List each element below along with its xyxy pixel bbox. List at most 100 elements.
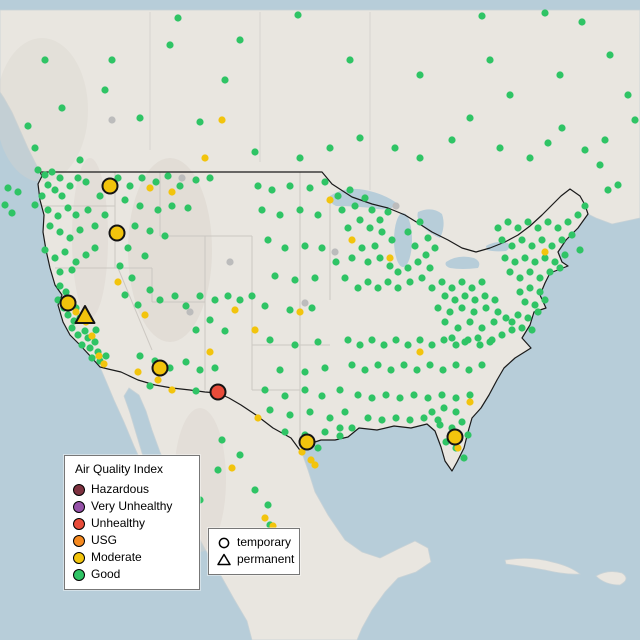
station-dot-good[interactable] — [121, 196, 129, 204]
station-dot-good[interactable] — [192, 176, 200, 184]
station-dot-good[interactable] — [236, 451, 244, 459]
station-dot-moderate[interactable] — [269, 522, 277, 530]
station-dot-good[interactable] — [531, 301, 539, 309]
station-dot-good[interactable] — [268, 186, 276, 194]
station-dot-good[interactable] — [341, 274, 349, 282]
station-dot-moderate[interactable] — [154, 376, 162, 384]
station-dot-good[interactable] — [544, 218, 552, 226]
station-dot-good[interactable] — [494, 224, 502, 232]
station-dot-good[interactable] — [541, 254, 549, 262]
station-dot-good[interactable] — [136, 114, 144, 122]
station-dot-good[interactable] — [466, 114, 474, 122]
station-dot-good[interactable] — [266, 406, 274, 414]
station-dot-good[interactable] — [614, 181, 622, 189]
station-dot-good[interactable] — [606, 51, 614, 59]
station-dot-good[interactable] — [354, 391, 362, 399]
station-dot-good[interactable] — [336, 386, 344, 394]
station-dot-good[interactable] — [196, 366, 204, 374]
station-dot-good[interactable] — [478, 278, 486, 286]
station-dot-good[interactable] — [248, 292, 256, 300]
station-dot-good[interactable] — [448, 284, 456, 292]
station-dot-good[interactable] — [168, 202, 176, 210]
station-dot-good[interactable] — [574, 211, 582, 219]
station-dot-good[interactable] — [394, 268, 402, 276]
station-dot-good[interactable] — [380, 341, 388, 349]
highlighted-permanent-marker[interactable] — [74, 305, 96, 324]
station-dot-good[interactable] — [48, 168, 56, 176]
station-dot-moderate[interactable] — [141, 311, 149, 319]
station-dot-good[interactable] — [502, 314, 510, 322]
station-dot-good[interactable] — [440, 336, 448, 344]
station-dot-good[interactable] — [496, 144, 504, 152]
station-dot-good[interactable] — [291, 341, 299, 349]
station-dot-good[interactable] — [514, 224, 522, 232]
station-dot-good[interactable] — [516, 274, 524, 282]
station-dot-good[interactable] — [358, 244, 366, 252]
station-dot-good[interactable] — [236, 296, 244, 304]
station-dot-good[interactable] — [311, 274, 319, 282]
station-dot-good[interactable] — [164, 172, 172, 180]
station-dot-good[interactable] — [346, 186, 354, 194]
station-dot-good[interactable] — [64, 204, 72, 212]
station-dot-good[interactable] — [451, 296, 459, 304]
station-dot-good[interactable] — [521, 298, 529, 306]
station-dot-good[interactable] — [554, 224, 562, 232]
station-dot-good[interactable] — [388, 236, 396, 244]
station-dot-good[interactable] — [152, 178, 160, 186]
station-dot-good[interactable] — [384, 278, 392, 286]
station-dot-good[interactable] — [146, 227, 154, 235]
station-dot-good[interactable] — [308, 304, 316, 312]
station-dot-good[interactable] — [306, 184, 314, 192]
station-dot-good[interactable] — [439, 366, 447, 374]
station-dot-good[interactable] — [558, 124, 566, 132]
station-dot-good[interactable] — [318, 392, 326, 400]
station-dot-good[interactable] — [138, 174, 146, 182]
station-dot-good[interactable] — [356, 341, 364, 349]
station-dot-good[interactable] — [166, 41, 174, 49]
station-dot-good[interactable] — [66, 182, 74, 190]
station-dot-good[interactable] — [341, 408, 349, 416]
station-dot-good[interactable] — [416, 71, 424, 79]
station-dot-good[interactable] — [470, 308, 478, 316]
station-dot-good[interactable] — [124, 244, 132, 252]
station-dot-good[interactable] — [146, 286, 154, 294]
station-dot-good[interactable] — [318, 244, 326, 252]
station-dot-good[interactable] — [416, 154, 424, 162]
station-dot-moderate[interactable] — [134, 368, 142, 376]
station-dot-gray[interactable] — [186, 308, 194, 316]
station-dot-good[interactable] — [332, 258, 340, 266]
station-dot-good[interactable] — [516, 288, 524, 296]
station-dot-good[interactable] — [211, 296, 219, 304]
station-dot-good[interactable] — [458, 278, 466, 286]
station-dot-good[interactable] — [78, 341, 86, 349]
station-dot-moderate[interactable] — [541, 248, 549, 256]
station-dot-good[interactable] — [428, 408, 436, 416]
station-dot-good[interactable] — [354, 284, 362, 292]
station-dot-good[interactable] — [72, 211, 80, 219]
station-dot-good[interactable] — [494, 308, 502, 316]
station-dot-good[interactable] — [264, 236, 272, 244]
station-dot-good[interactable] — [371, 242, 379, 250]
station-dot-good[interactable] — [62, 288, 70, 296]
station-dot-moderate[interactable] — [261, 514, 269, 522]
station-dot-good[interactable] — [391, 144, 399, 152]
station-dot-good[interactable] — [276, 366, 284, 374]
station-dot-good[interactable] — [486, 56, 494, 64]
station-dot-good[interactable] — [441, 318, 449, 326]
station-dot-good[interactable] — [384, 208, 392, 216]
station-dot-good[interactable] — [466, 318, 474, 326]
station-dot-good[interactable] — [578, 18, 586, 26]
station-dot-moderate[interactable] — [251, 326, 259, 334]
station-dot-good[interactable] — [452, 394, 460, 402]
station-dot-good[interactable] — [116, 262, 124, 270]
station-dot-good[interactable] — [481, 292, 489, 300]
station-dot-good[interactable] — [416, 218, 424, 226]
station-dot-good[interactable] — [281, 392, 289, 400]
station-dot-good[interactable] — [68, 324, 76, 332]
station-dot-moderate[interactable] — [416, 348, 424, 356]
station-dot-good[interactable] — [301, 242, 309, 250]
station-dot-good[interactable] — [356, 134, 364, 142]
station-dot-good[interactable] — [261, 386, 269, 394]
station-dot-good[interactable] — [1, 201, 9, 209]
station-dot-good[interactable] — [31, 144, 39, 152]
